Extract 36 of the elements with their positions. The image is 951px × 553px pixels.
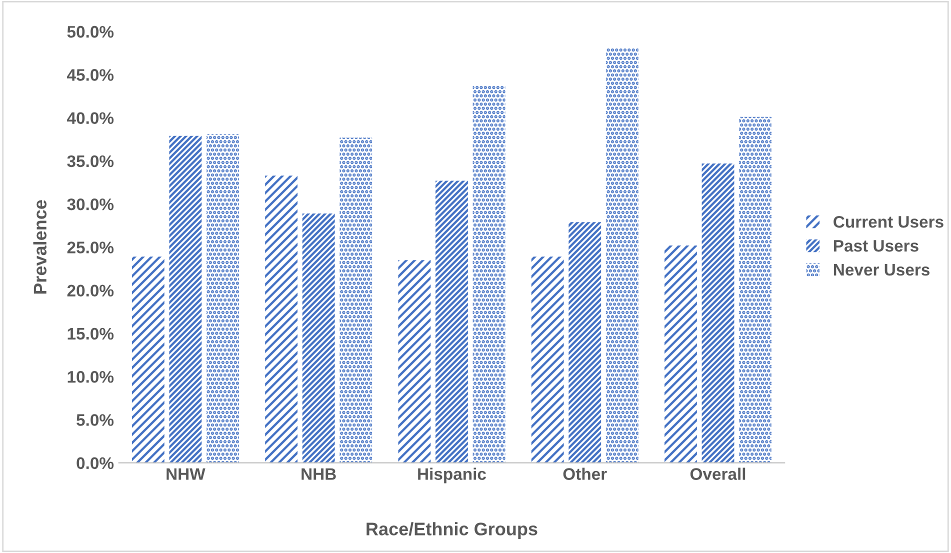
y-tick-label: 35.0% — [67, 155, 114, 168]
bar — [302, 214, 335, 463]
legend-label: Past Users — [834, 240, 918, 252]
legend-label: Current Users — [834, 216, 944, 228]
y-tick-label: 50.0% — [67, 26, 114, 38]
bar — [398, 260, 431, 463]
bar — [531, 256, 564, 463]
y-tick-label: 20.0% — [67, 284, 114, 297]
x-tick-label: Overall — [690, 468, 746, 480]
y-tick-label: 10.0% — [68, 370, 114, 383]
bar — [169, 136, 202, 463]
bar — [606, 48, 638, 463]
y-tick-label: 45.0% — [67, 69, 114, 81]
bar — [340, 138, 372, 463]
x-tick-label: NHB — [302, 468, 336, 480]
legend-label: Never Users — [834, 264, 930, 276]
bar — [568, 222, 602, 463]
x-tick-label: Hispanic — [418, 468, 486, 484]
bar — [472, 86, 506, 463]
x-tick-label: Other — [563, 468, 607, 480]
bar — [664, 245, 697, 463]
y-tick-label: 30.0% — [67, 198, 114, 210]
y-tick-label: 5.0% — [76, 414, 114, 426]
bar — [132, 256, 164, 463]
y-tick-label: 25.0% — [67, 242, 114, 254]
y-tick-label: 40.0% — [67, 112, 114, 124]
bar — [739, 116, 772, 463]
bar — [265, 176, 298, 463]
x-tick-label: NHW — [166, 468, 206, 480]
bar — [206, 134, 239, 463]
x-axis-title: Race/Ethnic Groups — [366, 522, 538, 539]
bar — [702, 164, 734, 463]
bar — [436, 180, 468, 463]
y-tick-label: 15.0% — [68, 328, 114, 340]
y-tick-label: 0.0% — [76, 457, 114, 470]
y-axis-title: Prevalence — [33, 200, 47, 294]
